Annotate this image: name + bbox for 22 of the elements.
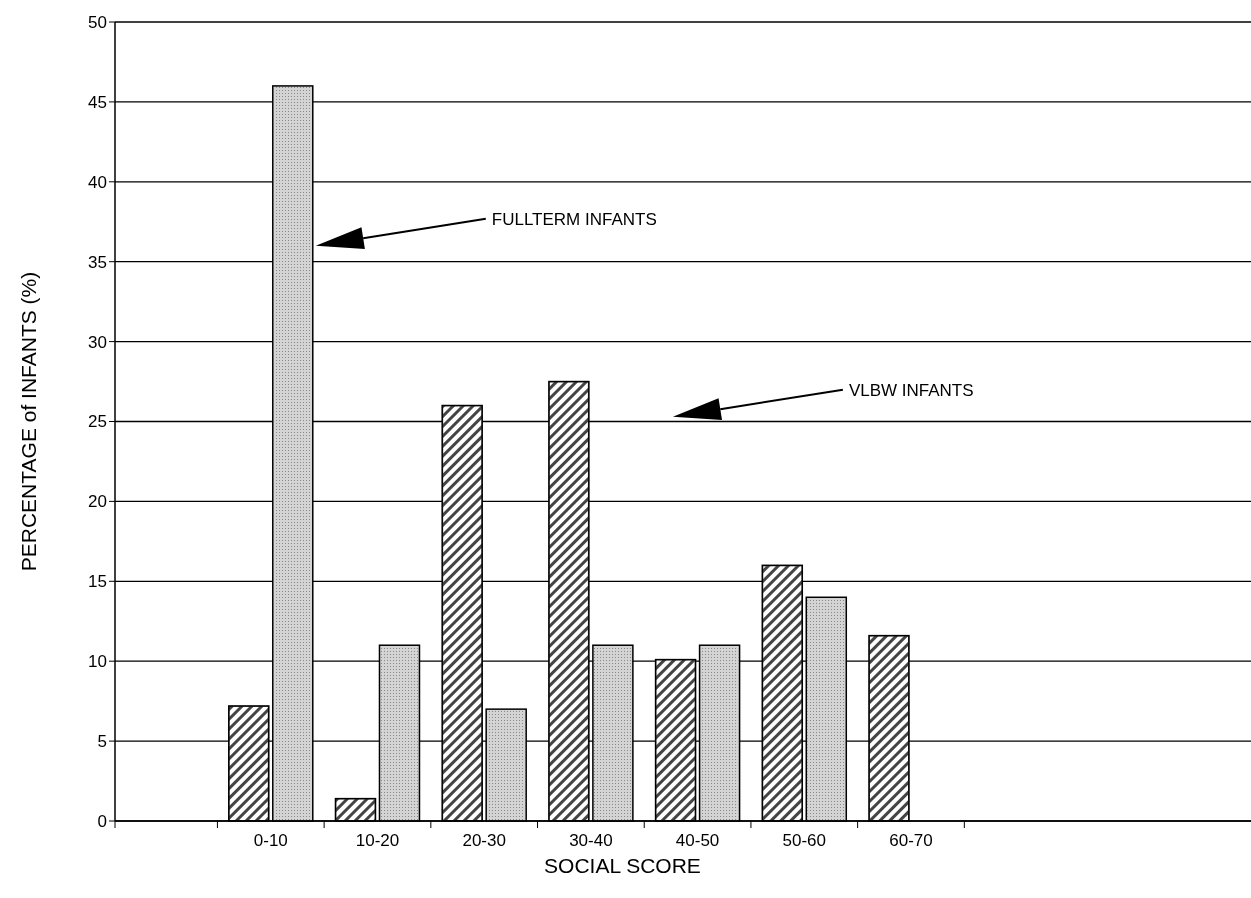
y-tick-label: 30: [88, 332, 107, 352]
x-axis-title: SOCIAL SCORE: [544, 854, 701, 877]
annotation: FULLTERM INFANTS: [491, 209, 657, 229]
y-tick-label: 0: [97, 811, 107, 831]
y-tick-label: 15: [88, 572, 107, 592]
x-tick-label: 50-60: [782, 831, 827, 850]
x-tick-label: 0-10: [253, 831, 288, 850]
x-tick-label: 30-40: [569, 831, 613, 850]
annotation: VLBW INFANTS: [848, 380, 974, 400]
y-tick-label: 35: [88, 252, 107, 272]
y-tick-label: 40: [88, 172, 107, 192]
x-tick-label: 20-30: [462, 831, 506, 850]
x-tick-label: 10-20: [355, 831, 400, 850]
y-tick-label: 25: [88, 412, 107, 432]
y-tick-label: 10: [88, 652, 107, 672]
y-tick-label: 50: [88, 12, 107, 32]
x-tick-label: 60-70: [889, 831, 933, 850]
y-tick-label: 45: [88, 92, 107, 112]
y-tick-label: 5: [97, 732, 107, 752]
y-tick-label: 20: [88, 492, 107, 512]
x-tick-label: 40-50: [675, 831, 720, 850]
y-axis-title: PERCENTAGE of INFANTS (%): [17, 271, 40, 572]
